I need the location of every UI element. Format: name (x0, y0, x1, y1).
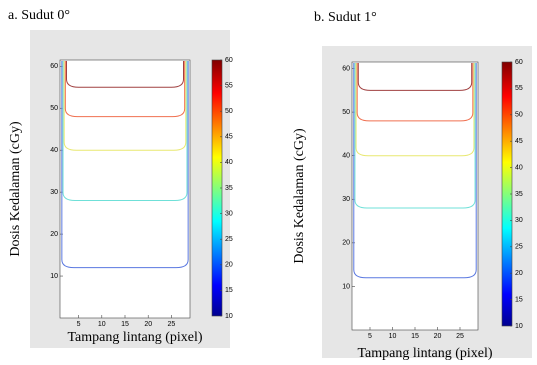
x-tick-label: 15 (411, 333, 419, 340)
contour-line (355, 63, 475, 157)
contour-line (61, 61, 189, 269)
colorbar-tick-label: 60 (515, 59, 523, 66)
y-tick-label: 40 (50, 147, 58, 154)
y-tick-label: 40 (342, 153, 350, 160)
colorbar-tick-label: 45 (515, 138, 523, 145)
x-tick-label: 5 (77, 321, 81, 328)
colorbar-tick-label: 40 (515, 164, 523, 171)
colorbar-tick-label: 55 (515, 85, 523, 92)
y-axis-label: Dosis Kedalaman (cGy) (8, 121, 23, 257)
y-tick-label: 30 (50, 189, 58, 196)
y-tick-label: 60 (50, 63, 58, 70)
x-tick-label: 20 (434, 333, 442, 340)
colorbar-tick-label: 20 (515, 270, 523, 277)
colorbar-tick-label: 25 (515, 244, 523, 251)
x-tick-label: 15 (121, 321, 129, 328)
colorbar-tick-label: 45 (225, 134, 233, 141)
y-axis-label: Dosis Kedalaman (cGy) (292, 128, 307, 264)
contour-line (356, 63, 474, 122)
colorbar-tick-label: 15 (515, 296, 523, 303)
colorbar-tick-label: 15 (225, 287, 233, 294)
colorbar-tick-label: 35 (225, 185, 233, 192)
x-tick-label: 25 (456, 333, 464, 340)
contour-line (353, 63, 477, 279)
colorbar-tick-label: 30 (225, 210, 233, 217)
x-tick-label: 10 (98, 321, 106, 328)
colorbar-tick-label: 30 (515, 217, 523, 224)
colorbar-tick-label: 25 (225, 236, 233, 243)
y-tick-label: 50 (50, 105, 58, 112)
plot-area (351, 61, 479, 331)
contour-line (64, 61, 186, 118)
chart-title: b. Sudut 1° (314, 10, 377, 25)
colorbar-tick-label: 60 (225, 57, 233, 64)
colorbar-tick-label: 35 (515, 191, 523, 198)
y-tick-label: 60 (342, 65, 350, 72)
contour-line (354, 63, 476, 209)
plot-area (59, 59, 191, 319)
x-tick-label: 5 (368, 333, 372, 340)
x-tick-label: 10 (389, 333, 397, 340)
x-tick-label: 25 (168, 321, 176, 328)
contour-line (62, 61, 188, 202)
colorbar-tick-label: 40 (225, 159, 233, 166)
contour-line (63, 61, 187, 151)
colorbar-tick-label: 50 (515, 112, 523, 119)
y-tick-label: 10 (50, 273, 58, 280)
x-axis-label: Tampang lintang (pixel) (67, 330, 202, 345)
colorbar-tick-label: 20 (225, 262, 233, 269)
x-axis-label: Tampang lintang (pixel) (357, 346, 492, 361)
chart-title: a. Sudut 0° (8, 8, 70, 23)
y-tick-label: 10 (342, 283, 350, 290)
contour-line (357, 63, 473, 91)
y-tick-label: 20 (342, 240, 350, 247)
colorbar-tick-label: 10 (225, 313, 233, 320)
contour-line (66, 61, 184, 88)
x-tick-label: 20 (144, 321, 152, 328)
y-tick-label: 50 (342, 109, 350, 116)
colorbar-tick-label: 10 (515, 323, 523, 330)
colorbar-tick-label: 50 (225, 108, 233, 115)
colorbar-tick-label: 55 (225, 82, 233, 89)
y-tick-label: 20 (50, 231, 58, 238)
y-tick-label: 30 (342, 196, 350, 203)
